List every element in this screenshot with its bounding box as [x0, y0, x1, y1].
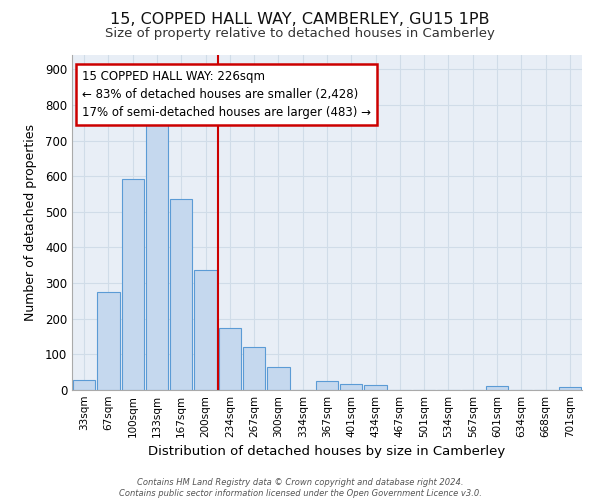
Bar: [194, 270, 217, 390]
Text: Size of property relative to detached houses in Camberley: Size of property relative to detached ho…: [105, 28, 495, 40]
Text: 15 COPPED HALL WAY: 226sqm
← 83% of detached houses are smaller (2,428)
17% of s: 15 COPPED HALL WAY: 226sqm ← 83% of deta…: [82, 70, 371, 119]
Bar: [316, 381, 338, 390]
Bar: [486, 386, 508, 390]
Bar: [170, 198, 193, 390]
X-axis label: Distribution of detached houses by size in Camberley: Distribution of detached houses by size …: [148, 446, 506, 458]
Bar: [97, 292, 119, 390]
Bar: [267, 367, 290, 390]
Bar: [146, 125, 168, 390]
Bar: [559, 387, 581, 390]
Bar: [218, 328, 241, 390]
Bar: [364, 384, 387, 390]
Bar: [243, 347, 265, 390]
Bar: [340, 384, 362, 390]
Bar: [122, 178, 144, 390]
Text: 15, COPPED HALL WAY, CAMBERLEY, GU15 1PB: 15, COPPED HALL WAY, CAMBERLEY, GU15 1PB: [110, 12, 490, 28]
Y-axis label: Number of detached properties: Number of detached properties: [23, 124, 37, 321]
Text: Contains HM Land Registry data © Crown copyright and database right 2024.
Contai: Contains HM Land Registry data © Crown c…: [119, 478, 481, 498]
Bar: [73, 380, 95, 390]
